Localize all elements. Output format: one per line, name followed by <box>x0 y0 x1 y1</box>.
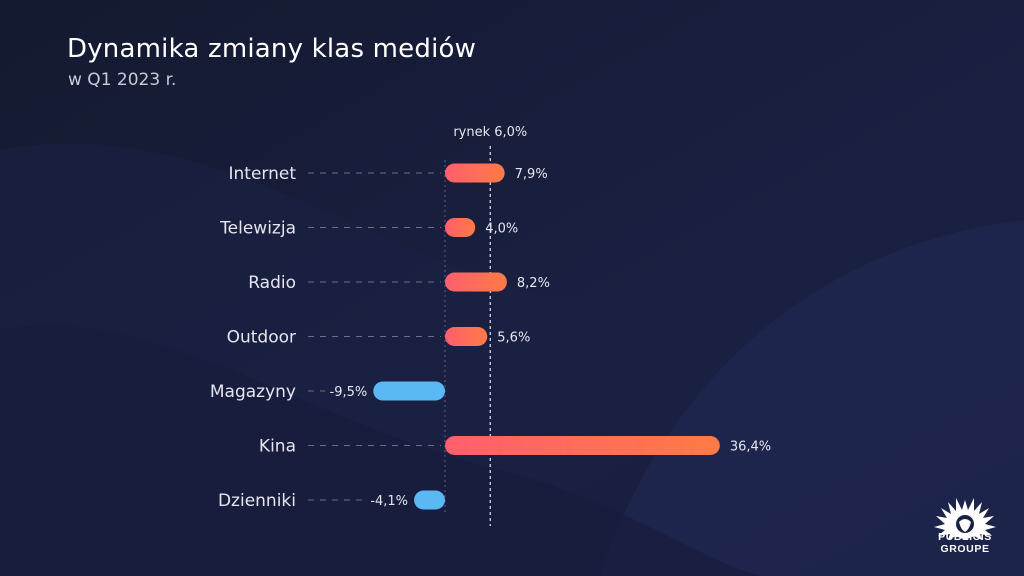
category-label: Radio <box>248 273 296 293</box>
category-label: Outdoor <box>227 328 296 348</box>
market-reference-label: rynek 6,0% <box>453 125 527 140</box>
value-label: 5,6% <box>497 331 530 346</box>
bar-dzienniki <box>414 490 445 510</box>
value-label: 4,0% <box>485 222 518 237</box>
value-label: -9,5% <box>330 385 368 400</box>
bar-internet <box>445 163 505 183</box>
bar-telewizja <box>445 218 476 237</box>
value-label: 36,4% <box>730 440 771 455</box>
chart-subtitle: w Q1 2023 r. <box>68 70 177 90</box>
value-label: 7,9% <box>515 167 548 182</box>
category-label: Dzienniki <box>218 491 296 511</box>
bar-kina <box>445 436 720 455</box>
bar-magazyny <box>373 381 445 401</box>
category-label: Kina <box>259 437 296 457</box>
logo-line-1: PUBLICIS <box>938 531 992 543</box>
bar-radio <box>445 272 507 292</box>
value-label: 8,2% <box>517 276 550 291</box>
bar-outdoor <box>445 327 488 346</box>
value-label: -4,1% <box>370 494 408 509</box>
logo-line-2: GROUPE <box>940 543 990 555</box>
category-label: Magazyny <box>210 382 296 402</box>
chart-title: Dynamika zmiany klas mediów <box>67 34 477 64</box>
publicis-lion-logo-icon <box>934 498 996 540</box>
category-label: Internet <box>228 164 296 184</box>
category-label: Telewizja <box>219 219 296 239</box>
